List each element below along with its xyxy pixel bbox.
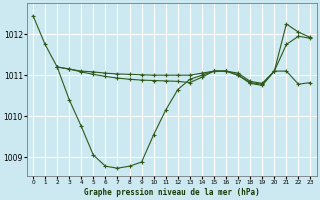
X-axis label: Graphe pression niveau de la mer (hPa): Graphe pression niveau de la mer (hPa) [84,188,260,197]
